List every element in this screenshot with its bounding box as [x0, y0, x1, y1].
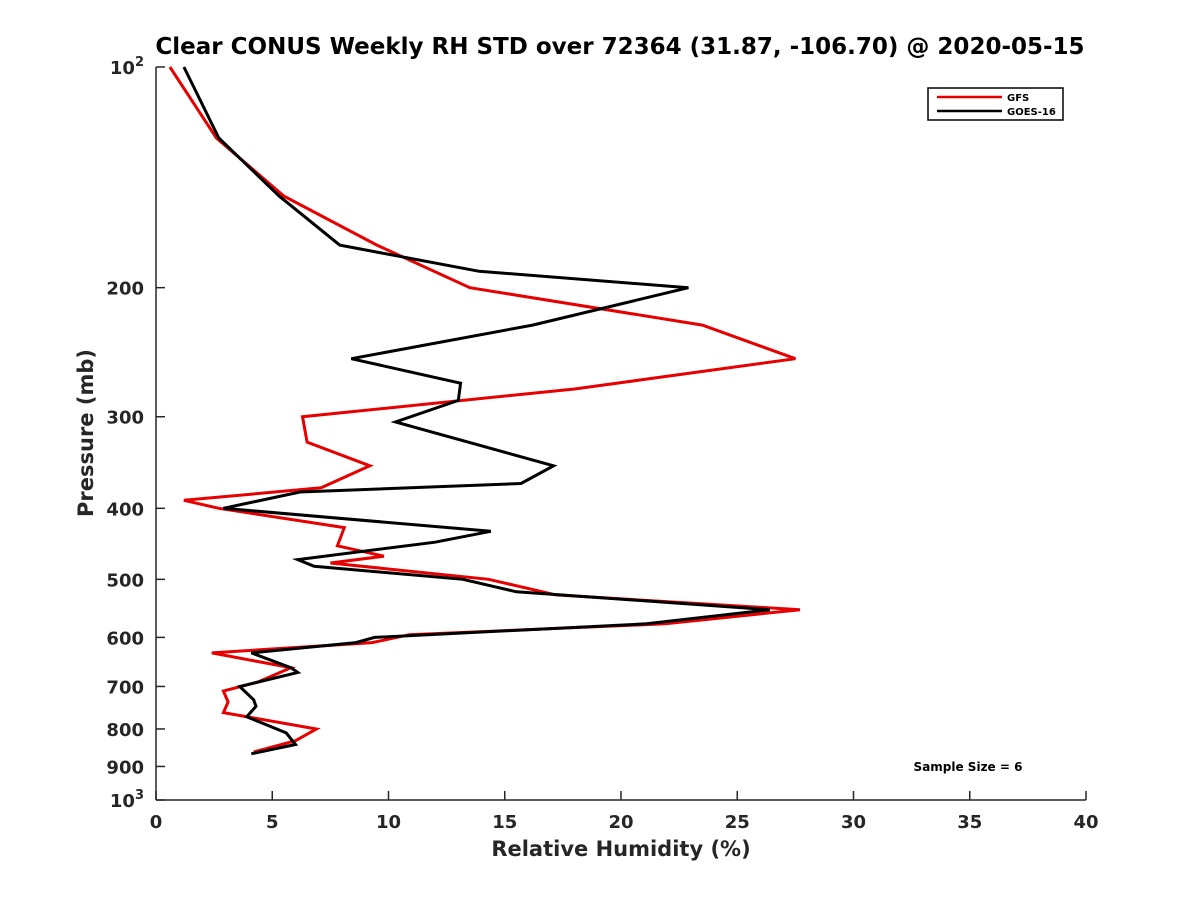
y-tick-label: 700 — [106, 677, 144, 698]
series-line-gfs — [168, 66, 801, 754]
chart-title: Clear CONUS Weekly RH STD over 72364 (31… — [155, 34, 1084, 60]
legend-label-goes16: GOES-16 — [1007, 107, 1056, 118]
x-tick-label: 25 — [725, 812, 750, 833]
x-tick-label: 5 — [266, 812, 279, 833]
y-tick-label: 600 — [106, 628, 144, 649]
y-tick-label: 300 — [106, 408, 144, 429]
legend: GFS GOES-16 — [927, 87, 1064, 121]
y-tick-label: 103 — [110, 788, 144, 812]
y-tick-label: 900 — [106, 757, 144, 778]
plot-area — [155, 67, 1086, 801]
y-tick-label: 200 — [106, 279, 144, 300]
series-line-goes16 — [182, 66, 770, 756]
x-tick-label: 0 — [150, 812, 163, 833]
legend-label-gfs: GFS — [1007, 93, 1029, 104]
y-axis-label: Pressure (mb) — [74, 349, 98, 517]
y-tick-label: 102 — [110, 55, 144, 79]
x-axis-label: Relative Humidity (%) — [491, 837, 750, 861]
x-tick-label: 15 — [492, 812, 517, 833]
y-ticks: 102 200 300 400 500 600 700 800 900 103 — [106, 55, 165, 812]
x-tick-label: 35 — [957, 812, 982, 833]
sample-size-annotation: Sample Size = 6 — [914, 760, 1023, 774]
x-ticks: 0 5 10 15 20 25 30 35 40 — [150, 791, 1099, 833]
x-tick-label: 10 — [376, 812, 401, 833]
legend-box — [927, 87, 1064, 121]
y-tick-label: 400 — [106, 499, 144, 520]
x-tick-label: 20 — [608, 812, 633, 833]
x-tick-label: 40 — [1073, 812, 1098, 833]
y-tick-label: 500 — [106, 570, 144, 591]
y-tick-label: 800 — [106, 720, 144, 741]
x-tick-label: 30 — [841, 812, 866, 833]
series-group — [168, 66, 801, 756]
